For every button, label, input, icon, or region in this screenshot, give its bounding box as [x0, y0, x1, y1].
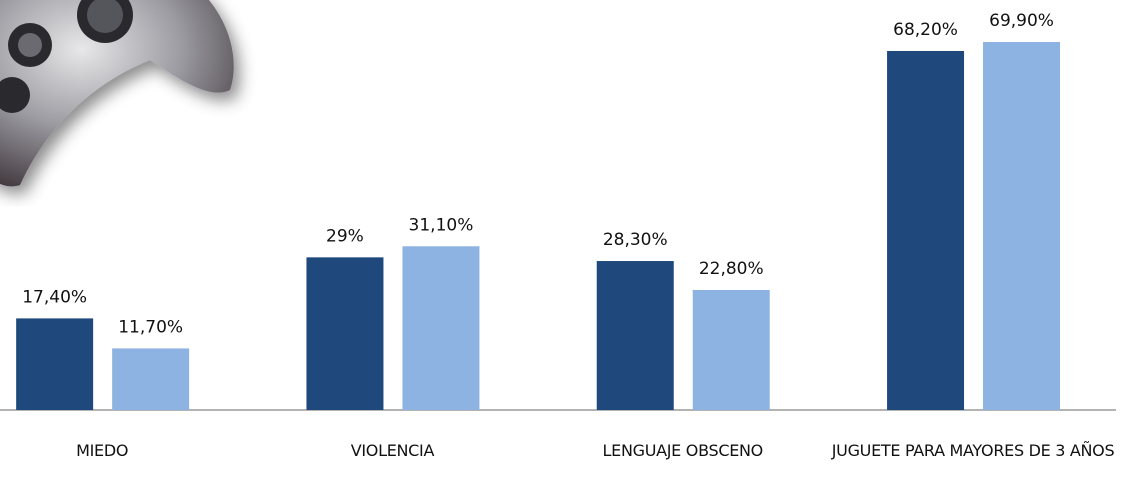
chart: 17,40% 11,70% 29% 31,10% 28,30% 22,80% 68,20% 6… — [0, 0, 1130, 487]
bar — [887, 51, 964, 410]
data-label: 28,30% — [603, 230, 668, 250]
x-tick-label: LENGUAJE OBSCENO — [533, 440, 833, 462]
x-tick-label: MIEDO — [0, 440, 252, 462]
page: 17,40% 11,70% 29% 31,10% 28,30% 22,80% 68,20% 6… — [0, 0, 1130, 487]
data-label: 31,10% — [409, 215, 474, 235]
data-label: 69,90% — [989, 11, 1054, 31]
bar — [693, 290, 770, 410]
bar — [402, 246, 479, 410]
x-tick-label: VIOLENCIA — [242, 440, 542, 462]
data-label: 29% — [326, 226, 364, 246]
data-label: 17,40% — [22, 287, 87, 307]
data-label: 11,70% — [118, 317, 183, 337]
x-tick-label: JUGUETE PARA MAYORES DE 3 AÑOS — [823, 440, 1123, 462]
data-label: 22,80% — [699, 259, 764, 279]
bar — [597, 261, 674, 410]
bar — [306, 257, 383, 410]
bar — [983, 42, 1060, 410]
bar — [16, 318, 93, 410]
data-label: 68,20% — [893, 20, 958, 40]
bar — [112, 348, 189, 410]
gamepad-illustration — [0, 0, 234, 186]
